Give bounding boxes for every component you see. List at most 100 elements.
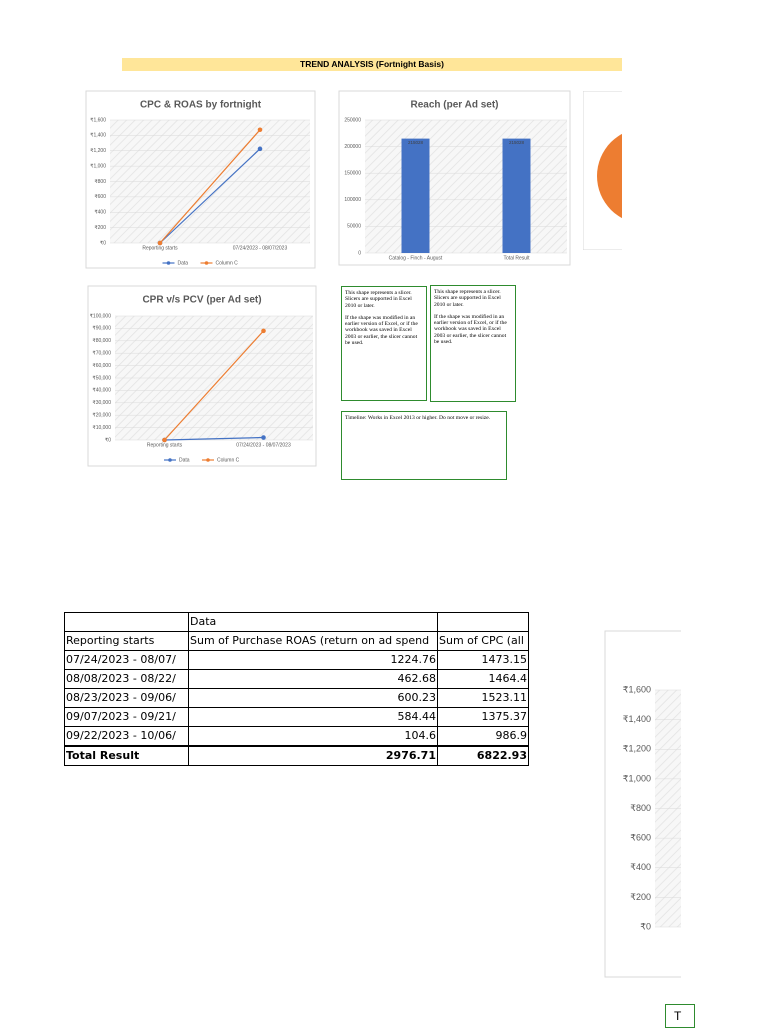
y-tick-label: ₹1,000 — [623, 773, 651, 783]
slicer-placeholder: This shape represents a slicer. Slicers … — [430, 285, 516, 402]
x-tick-label: 07/24/2023 - 08/07/2023 — [236, 442, 291, 448]
y-tick-label: ₹50,000 — [93, 375, 112, 381]
pie-slice — [597, 133, 622, 219]
y-tick-label: ₹70,000 — [93, 351, 112, 357]
y-tick-label: 100000 — [344, 197, 361, 203]
y-tick-label: ₹600 — [94, 194, 106, 200]
slicer-text: If the shape was modified in an earlier … — [345, 314, 418, 347]
legend-label: Data — [179, 457, 190, 463]
legend-marker — [206, 458, 210, 462]
data-label: 215028 — [408, 140, 424, 145]
series-line — [164, 330, 264, 441]
y-tick-label: 50000 — [347, 224, 361, 230]
table-cell: 07/24/2023 - 08/07/ — [64, 650, 189, 670]
y-tick-label: ₹400 — [94, 210, 106, 216]
legend-label: Data — [178, 260, 189, 266]
table-cell: 08/08/2023 - 08/22/ — [64, 669, 189, 689]
y-tick-label: ₹1,000 — [90, 163, 106, 169]
table-row: 08/08/2023 - 08/22/462.68 1464.4 — [64, 669, 529, 689]
table-cell: 09/22/2023 - 10/06/ — [64, 726, 189, 747]
legend-marker — [204, 261, 209, 265]
y-tick-label: ₹90,000 — [93, 326, 112, 332]
point — [257, 146, 263, 152]
table-cell: 1523.11 — [437, 688, 529, 708]
legend-label: Column C — [216, 260, 239, 266]
y-tick-label: ₹60,000 — [93, 363, 112, 369]
table-cell — [64, 612, 189, 632]
slicer-placeholder: This shape represents a slicer. Slicers … — [341, 286, 427, 401]
point — [261, 435, 266, 440]
table-cell: 600.23 — [188, 688, 438, 708]
table-cell: 584.44 — [188, 707, 438, 727]
timeline-placeholder: Timeline: Works in Excel 2013 or higher.… — [341, 411, 507, 480]
point — [157, 240, 163, 246]
table-row: 09/22/2023 - 10/06/104.6 986.9 — [64, 726, 529, 747]
table-cell: 1224.76 — [188, 650, 438, 670]
series-line — [164, 436, 264, 441]
y-tick-label: ₹10,000 — [93, 425, 112, 431]
y-tick-label: ₹600 — [630, 833, 651, 843]
bar — [401, 138, 430, 253]
y-tick-label: ₹80,000 — [93, 338, 112, 344]
chart: ₹0 ₹200 ₹400 ₹600 ₹800 ₹1,000 ₹1,200 ₹1,400 ₹1,6… — [604, 630, 681, 978]
table-row: 08/23/2023 - 09/06/600.23 1523.11 — [64, 688, 529, 708]
y-tick-label: 200000 — [344, 144, 361, 150]
x-tick-label: 07/24/2023 - 08/07/2023 — [233, 245, 288, 251]
point — [162, 437, 167, 443]
table-cell: 1464.4 — [437, 669, 529, 689]
series-line — [159, 148, 261, 244]
table-cell: 6822.93 — [437, 745, 529, 766]
point — [257, 127, 263, 133]
y-tick-label: ₹400 — [630, 862, 651, 872]
chart: Reach (per Ad set) 0 50000 100000 150000 2000… — [338, 90, 571, 266]
y-tick-label: 250000 — [344, 117, 361, 123]
y-tick-label: ₹30,000 — [93, 400, 112, 406]
y-tick-label: ₹20,000 — [93, 413, 112, 419]
table-cell: Sum of Purchase ROAS (return on ad spend — [188, 631, 438, 651]
y-tick-label: ₹0 — [640, 921, 651, 931]
x-tick-label: Reporting starts — [142, 245, 178, 251]
table-cell: 1473.15 — [437, 650, 529, 670]
plot-area — [365, 120, 567, 253]
shape-fragment: T — [665, 1004, 695, 1028]
y-tick-label: ₹1,400 — [623, 714, 651, 724]
table-cell: 1375.37 — [437, 707, 529, 727]
table-row: Total Result 2976.71 6822.93 — [64, 745, 529, 766]
table-cell: Total Result — [64, 745, 189, 766]
bar — [502, 138, 531, 253]
y-tick-label: ₹0 — [100, 240, 106, 246]
y-tick-label: ₹0 — [105, 437, 111, 443]
chart-title: CPR v/s PCV (per Ad set) — [142, 295, 261, 306]
table-cell: 986.9 — [437, 726, 529, 747]
table-cell: Reporting starts — [64, 631, 189, 651]
y-tick-label: ₹1,200 — [90, 148, 106, 154]
table-cell: Sum of CPC (all — [437, 631, 529, 651]
table-row: 09/07/2023 - 09/21/584.44 1375.37 — [64, 707, 529, 727]
x-tick-label: Total Result — [503, 255, 530, 261]
y-tick-label: ₹1,400 — [90, 133, 106, 139]
slicer-text: If the shape was modified in an earlier … — [434, 313, 507, 346]
y-tick-label: ₹800 — [630, 803, 651, 813]
table-row: 07/24/2023 - 08/07/1224.76 1473.15 — [64, 650, 529, 670]
legend-label: Column C — [217, 457, 240, 463]
chart: CPR v/s PCV (per Ad set) ₹0 ₹10,000 ₹20,000… — [87, 285, 317, 467]
data-label: 215028 — [509, 140, 525, 145]
series-line — [159, 129, 261, 244]
sheet-title: TREND ANALYSIS (Fortnight Basis) — [122, 58, 622, 71]
slicer-text: This shape represents a slicer. Slicers … — [345, 290, 412, 309]
y-tick-label: ₹40,000 — [93, 388, 112, 394]
y-tick-label: 0 — [358, 250, 361, 256]
table-cell: 2976.71 — [188, 745, 438, 766]
table-row: Data — [64, 612, 529, 632]
table-cell: 104.6 — [188, 726, 438, 747]
y-tick-label: ₹100,000 — [90, 313, 111, 319]
y-tick-label: ₹200 — [630, 892, 651, 902]
y-tick-label: ₹200 — [94, 225, 106, 231]
slicer-text: This shape represents a slicer. Slicers … — [434, 289, 501, 308]
y-tick-label: ₹800 — [94, 179, 106, 185]
y-tick-label: 150000 — [344, 171, 361, 177]
y-tick-label: ₹1,600 — [623, 684, 651, 694]
timeline-text: Timeline: Works in Excel 2013 or higher.… — [345, 415, 491, 421]
chart-title: CPC & ROAS by fortnight — [140, 100, 262, 111]
